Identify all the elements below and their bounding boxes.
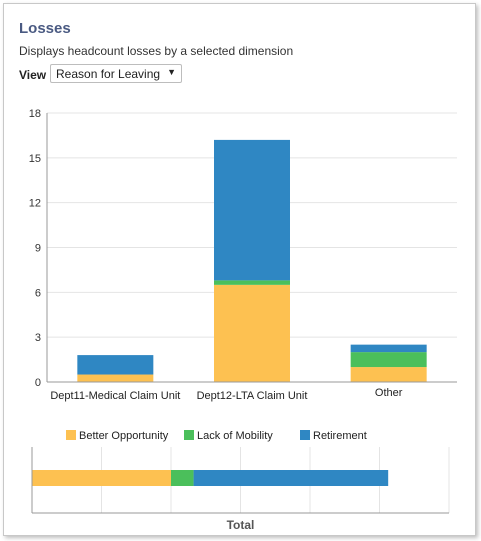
panel-title: Losses: [19, 20, 71, 37]
y-tick-label: 12: [29, 198, 41, 210]
bar-segment: [214, 284, 290, 382]
bar-segment: [350, 352, 427, 368]
y-tick-label: 15: [29, 153, 41, 165]
y-tick-label: 0: [35, 377, 41, 389]
y-tick-label: 3: [35, 332, 41, 344]
losses-panel: Losses Displays headcount losses by a se…: [3, 3, 476, 536]
y-tick-label: 6: [35, 287, 41, 299]
total-category-label: Total: [227, 518, 255, 532]
y-tick-label: 18: [29, 108, 41, 120]
y-tick-label: 9: [35, 243, 41, 255]
legend-swatch: [66, 430, 76, 440]
bar-segment: [350, 344, 427, 353]
legend-swatch: [184, 430, 194, 440]
legend-label: Retirement: [313, 430, 367, 442]
view-dropdown-value: Reason for Leaving: [56, 67, 161, 81]
legend-label: Better Opportunity: [79, 430, 169, 442]
chevron-down-icon: ▼: [167, 67, 176, 77]
legend-swatch: [300, 430, 310, 440]
legend-label: Lack of Mobility: [197, 430, 273, 442]
bar-segment: [214, 139, 290, 281]
view-label: View: [19, 68, 47, 82]
bar-segment: [77, 374, 154, 382]
bar-segment: [350, 367, 427, 382]
bar-segment: [214, 280, 290, 285]
total-bar-segment: [193, 470, 389, 486]
x-tick-label: Dept11-Medical Claim Unit: [50, 390, 180, 402]
x-tick-label: Other: [375, 387, 403, 399]
bar-segment: [77, 355, 154, 375]
panel-subtitle: Displays headcount losses by a selected …: [19, 44, 294, 58]
x-tick-label: Dept12-LTA Claim Unit: [197, 390, 308, 402]
view-dropdown[interactable]: Reason for Leaving ▼: [50, 64, 182, 83]
total-bar-segment: [32, 470, 171, 486]
total-bar-segment: [171, 470, 194, 486]
